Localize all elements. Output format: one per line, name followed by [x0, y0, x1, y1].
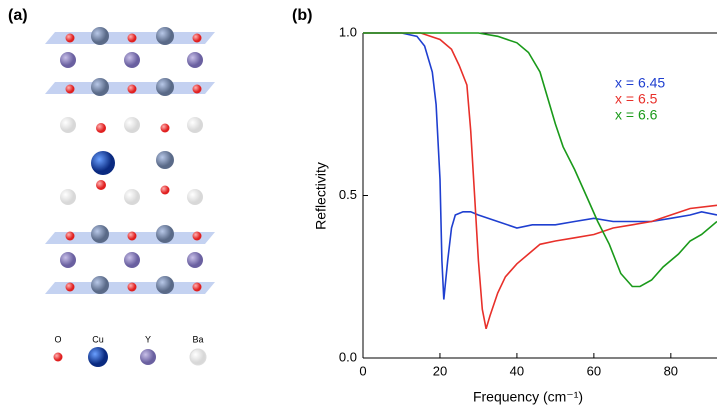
atom-label: O	[54, 334, 61, 344]
x-tick-label: 80	[664, 363, 678, 378]
x-axis-label: Frequency (cm⁻¹)	[473, 389, 583, 405]
y-axis-label: Reflectivity	[313, 162, 329, 230]
legend-entry: x = 6.5	[615, 91, 658, 107]
data-line	[363, 32, 717, 300]
panel-label: (b)	[292, 7, 312, 24]
structure: O Cu Y Ba	[45, 27, 215, 367]
x-tick-label: 60	[587, 363, 601, 378]
legend-entry: x = 6.45	[615, 75, 665, 91]
y-tick-label: 0.0	[339, 349, 357, 364]
atom-label: Y	[145, 334, 151, 344]
x-tick-label: 0	[359, 363, 366, 378]
y-tick-label: 1.0	[339, 24, 357, 39]
x-tick-label: 40	[510, 363, 524, 378]
legend-entry: x = 6.6	[615, 107, 658, 123]
panel-label: (a)	[8, 7, 28, 24]
y-tick-label: 0.5	[339, 187, 357, 202]
x-tick-label: 20	[433, 363, 447, 378]
atom-label: Ba	[192, 334, 203, 344]
data-line	[363, 32, 717, 288]
data-line	[363, 32, 717, 330]
atom-label: Cu	[92, 334, 104, 344]
